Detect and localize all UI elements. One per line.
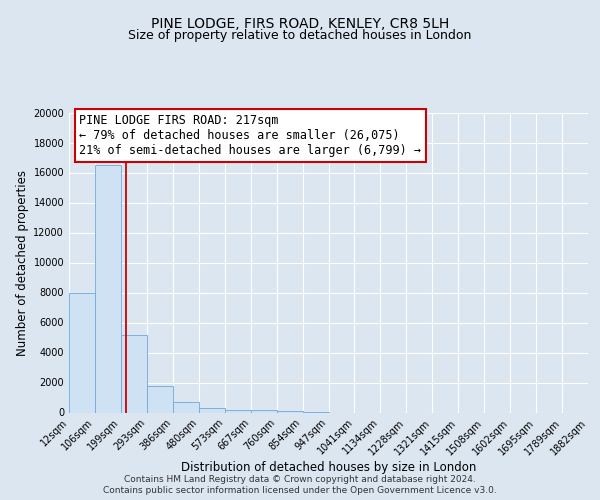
Text: PINE LODGE, FIRS ROAD, KENLEY, CR8 5LH: PINE LODGE, FIRS ROAD, KENLEY, CR8 5LH — [151, 18, 449, 32]
Bar — [251, 410, 277, 412]
Bar — [277, 411, 302, 412]
Bar — [199, 408, 224, 412]
Text: Contains HM Land Registry data © Crown copyright and database right 2024.: Contains HM Land Registry data © Crown c… — [124, 475, 476, 484]
Y-axis label: Number of detached properties: Number of detached properties — [16, 170, 29, 356]
Bar — [225, 410, 251, 412]
Bar — [147, 386, 173, 412]
Text: Contains public sector information licensed under the Open Government Licence v3: Contains public sector information licen… — [103, 486, 497, 495]
Text: PINE LODGE FIRS ROAD: 217sqm
← 79% of detached houses are smaller (26,075)
21% o: PINE LODGE FIRS ROAD: 217sqm ← 79% of de… — [79, 114, 421, 157]
X-axis label: Distribution of detached houses by size in London: Distribution of detached houses by size … — [181, 461, 476, 474]
Bar — [95, 165, 121, 412]
Bar — [173, 402, 199, 412]
Bar — [69, 292, 95, 412]
Bar — [121, 334, 147, 412]
Text: Size of property relative to detached houses in London: Size of property relative to detached ho… — [128, 29, 472, 42]
